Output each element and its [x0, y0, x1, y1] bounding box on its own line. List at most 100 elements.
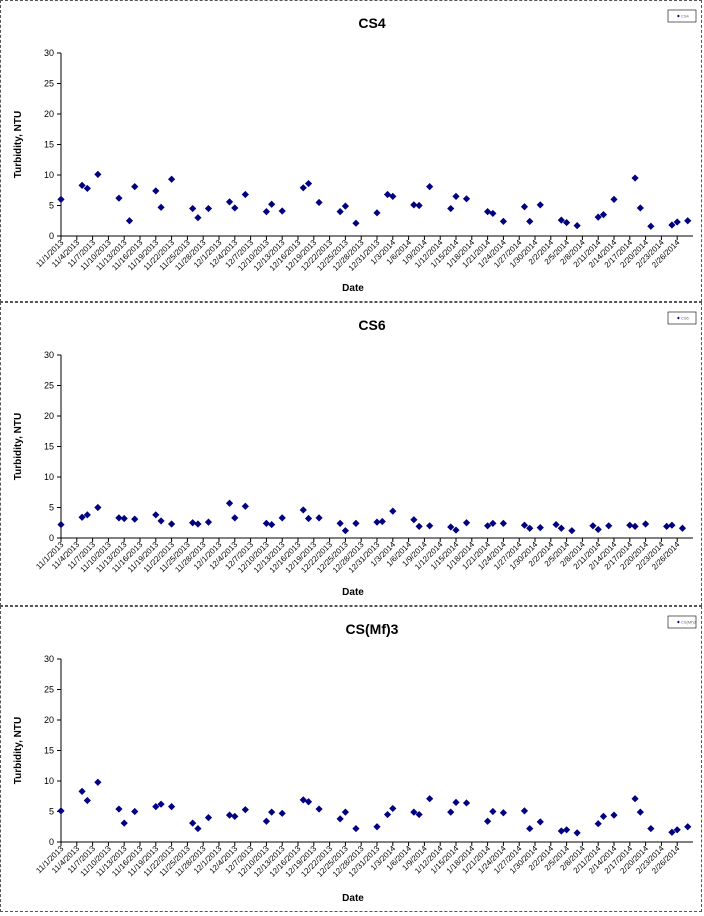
data-point-csmf3	[557, 827, 565, 835]
data-point-cs6	[278, 514, 286, 522]
y-tick-label: 15	[44, 140, 54, 150]
data-point-cs6	[589, 522, 597, 530]
data-point-cs4	[57, 195, 65, 203]
data-point-csmf3	[452, 798, 460, 806]
data-point-cs4	[315, 198, 323, 207]
data-point-cs6	[315, 514, 323, 522]
data-point-cs4	[684, 217, 692, 225]
chart-csmf3: CS(Mf)3 CS(Mf)305101520253011/1/201311/4/…	[13, 615, 697, 904]
data-point-cs6	[520, 521, 529, 529]
data-point-cs4	[389, 192, 397, 200]
y-tick-label: 5	[49, 503, 54, 513]
data-point-csmf3	[352, 824, 360, 833]
data-point-csmf3	[447, 808, 455, 816]
data-point-cs6	[568, 527, 576, 535]
y-tick-label: 0	[49, 837, 54, 847]
data-point-cs6	[120, 514, 128, 523]
data-point-cs4	[631, 174, 639, 182]
data-point-cs4	[673, 218, 681, 226]
data-point-csmf3	[83, 796, 91, 805]
legend: CS4	[667, 9, 697, 23]
legend-marker	[677, 620, 680, 624]
data-point-cs4	[415, 201, 423, 210]
data-point-csmf3	[341, 808, 349, 816]
data-point-csmf3	[462, 799, 471, 807]
legend-label: CS(Mf)3	[681, 620, 697, 625]
data-point-cs6	[415, 522, 423, 531]
data-point-cs4	[668, 221, 676, 229]
data-point-cs4	[557, 216, 565, 224]
data-point-cs6	[594, 525, 602, 534]
y-tick-label: 30	[44, 654, 54, 664]
data-point-csmf3	[78, 787, 86, 795]
y-tick-label: 15	[44, 442, 54, 452]
data-point-cs6	[378, 517, 386, 526]
data-point-cs4	[536, 201, 544, 209]
data-point-cs4	[520, 203, 529, 211]
data-point-cs4	[599, 211, 608, 219]
data-point-cs6	[78, 513, 86, 521]
y-tick-label: 0	[49, 231, 54, 241]
data-point-cs6	[626, 521, 634, 529]
y-axis-label: Turbidity, NTU	[13, 717, 24, 784]
data-point-cs6	[631, 522, 639, 531]
data-point-cs6	[189, 519, 197, 527]
data-point-cs4	[225, 198, 234, 206]
data-point-cs6	[452, 526, 460, 534]
data-point-cs6	[168, 520, 176, 528]
data-point-cs4	[189, 204, 197, 213]
chart-title: CS6	[358, 317, 385, 333]
data-point-cs6	[268, 520, 276, 529]
data-point-cs4	[241, 190, 249, 199]
data-point-csmf3	[168, 803, 176, 811]
data-point-cs4	[131, 182, 139, 191]
data-point-cs4	[157, 203, 165, 211]
data-point-cs6	[336, 519, 344, 527]
data-point-csmf3	[426, 795, 434, 803]
y-tick-label: 5	[49, 201, 54, 211]
data-point-cs4	[352, 219, 360, 227]
data-point-cs4	[499, 217, 507, 225]
data-point-csmf3	[152, 803, 160, 811]
chart-cs6: CS6 CS605101520253011/1/201311/4/201311/7…	[13, 311, 697, 598]
data-point-cs6	[426, 522, 434, 530]
data-point-cs6	[668, 521, 676, 529]
chart-panel-cs4: CS4 CS4 0 5 10 15 20 25 30 11/1/2013 11/4/2013 11/7…	[0, 0, 702, 302]
data-point-csmf3	[204, 814, 213, 822]
data-point-cs6	[299, 506, 307, 514]
y-tick-label: 0	[49, 533, 54, 543]
data-point-cs6	[499, 519, 507, 527]
data-point-cs4	[194, 214, 202, 222]
data-point-csmf3	[383, 810, 392, 819]
data-point-cs4	[410, 201, 418, 209]
data-point-cs4	[278, 207, 286, 215]
legend: CS6	[667, 311, 697, 325]
data-point-cs4	[304, 179, 313, 188]
y-tick-label: 20	[44, 411, 54, 421]
data-point-cs6	[462, 519, 471, 527]
data-point-csmf3	[57, 807, 65, 815]
data-point-cs4	[125, 217, 134, 225]
data-point-cs4	[268, 200, 276, 208]
data-point-cs4	[489, 209, 497, 218]
data-point-csmf3	[373, 823, 381, 831]
data-point-cs4	[647, 222, 655, 230]
data-point-cs6	[204, 518, 213, 526]
y-tick-label: 15	[44, 746, 54, 756]
data-point-cs6	[225, 499, 234, 507]
data-point-cs4	[152, 187, 160, 195]
data-point-cs4	[526, 217, 534, 225]
data-point-cs6	[94, 503, 102, 512]
y-tick-label: 10	[44, 776, 54, 786]
data-point-cs4	[336, 208, 344, 216]
y-tick-label: 25	[44, 381, 54, 391]
data-point-csmf3	[225, 811, 234, 819]
data-point-cs6	[262, 519, 270, 527]
data-point-cs4	[462, 195, 471, 203]
data-point-csmf3	[157, 800, 165, 808]
y-tick-label: 25	[44, 685, 54, 695]
legend: CS(Mf)3	[667, 615, 697, 629]
legend-box	[667, 311, 697, 325]
y-tick-label: 30	[44, 48, 54, 58]
